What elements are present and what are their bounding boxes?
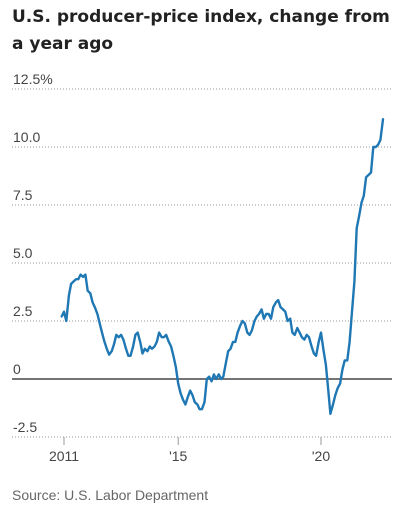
y-tick-label: 5.0 <box>13 245 33 261</box>
x-tick-label: '20 <box>312 448 330 464</box>
y-axis-ticks: 12.5% 10.0 7.5 5.0 2.5 0 -2.5 <box>13 71 53 435</box>
y-tick-label: 12.5% <box>13 71 53 87</box>
x-tick-label: 2011 <box>49 448 79 464</box>
ppi-series-line <box>60 118 385 415</box>
y-tick-label: 2.5 <box>13 303 33 319</box>
y-tick-label: 0 <box>13 361 21 377</box>
gridlines <box>12 88 392 438</box>
chart-source: Source: U.S. Labor Department <box>12 487 209 503</box>
y-tick-label: 7.5 <box>13 187 33 203</box>
x-tick-label: '15 <box>169 448 187 464</box>
y-tick-label: 10.0 <box>13 129 40 145</box>
y-tick-label: -2.5 <box>13 419 37 435</box>
chart-title: U.S. producer-price index, change from a… <box>12 7 390 54</box>
x-axis-ticks: 2011 '15 '20 <box>49 437 330 464</box>
series-group <box>60 118 385 415</box>
